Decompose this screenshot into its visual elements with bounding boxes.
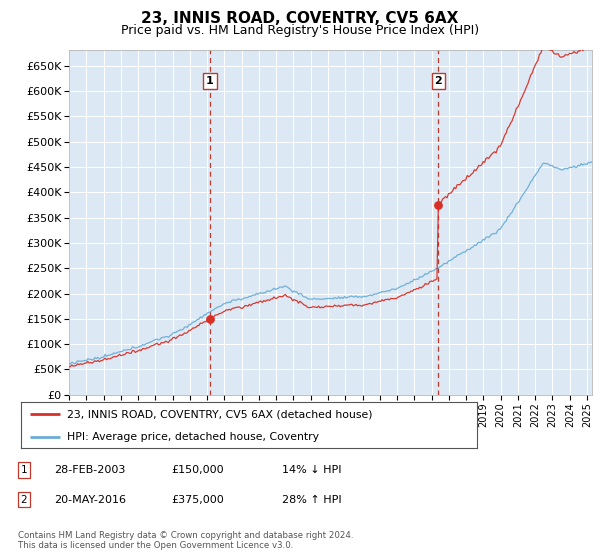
Text: 1: 1	[206, 76, 214, 86]
Point	[434, 200, 443, 209]
Text: Contains HM Land Registry data © Crown copyright and database right 2024.
This d: Contains HM Land Registry data © Crown c…	[18, 530, 353, 550]
Text: £150,000: £150,000	[171, 465, 224, 475]
Text: Price paid vs. HM Land Registry's House Price Index (HPI): Price paid vs. HM Land Registry's House …	[121, 24, 479, 36]
Text: 2: 2	[20, 494, 28, 505]
Text: 23, INNIS ROAD, COVENTRY, CV5 6AX: 23, INNIS ROAD, COVENTRY, CV5 6AX	[142, 11, 458, 26]
Text: 28% ↑ HPI: 28% ↑ HPI	[282, 494, 341, 505]
Text: 20-MAY-2016: 20-MAY-2016	[54, 494, 126, 505]
Point	[205, 314, 215, 323]
Text: 28-FEB-2003: 28-FEB-2003	[54, 465, 125, 475]
Text: HPI: Average price, detached house, Coventry: HPI: Average price, detached house, Cove…	[67, 432, 319, 441]
Text: £375,000: £375,000	[171, 494, 224, 505]
Text: 2: 2	[434, 76, 442, 86]
Text: 14% ↓ HPI: 14% ↓ HPI	[282, 465, 341, 475]
Text: 1: 1	[20, 465, 28, 475]
Text: 23, INNIS ROAD, COVENTRY, CV5 6AX (detached house): 23, INNIS ROAD, COVENTRY, CV5 6AX (detac…	[67, 409, 372, 419]
